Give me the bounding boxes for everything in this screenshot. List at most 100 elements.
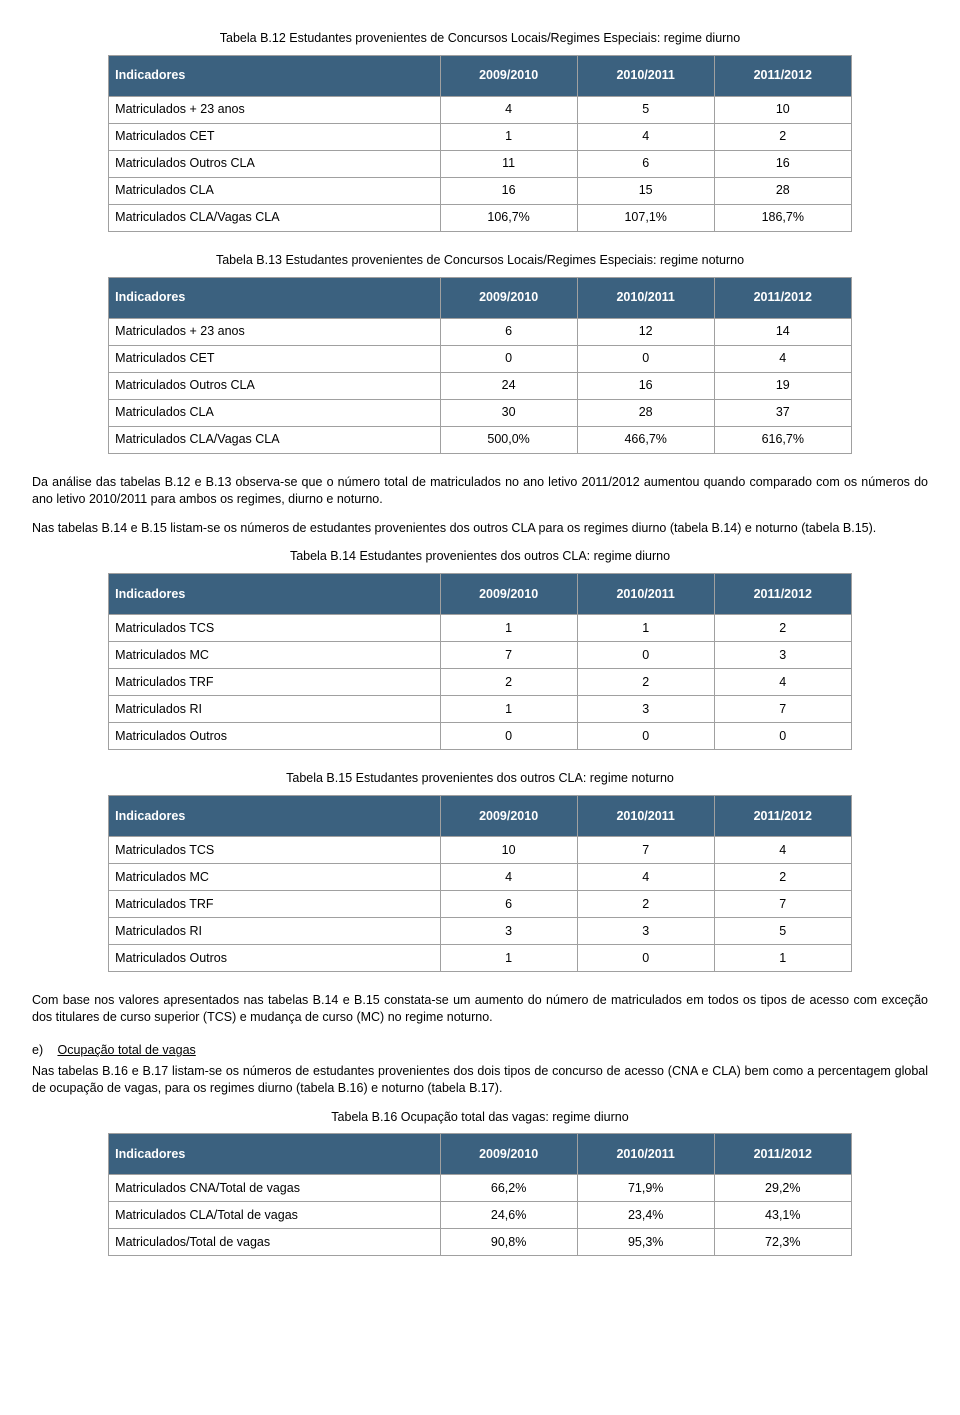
- row-label: Matriculados Outros CLA: [109, 372, 440, 399]
- data-cell: 6: [577, 150, 714, 177]
- data-cell: 10: [440, 837, 577, 864]
- row-label: Matriculados Outros: [109, 723, 440, 750]
- data-cell: 1: [440, 696, 577, 723]
- data-cell: 5: [714, 918, 851, 945]
- row-label: Matriculados Outros CLA: [109, 150, 440, 177]
- data-cell: 3: [577, 696, 714, 723]
- col-header-2009-2010: 2009/2010: [440, 277, 577, 318]
- data-cell: 0: [577, 345, 714, 372]
- table-row: Matriculados + 23 anos4510: [109, 96, 852, 123]
- col-header-indicadores: Indicadores: [109, 277, 440, 318]
- table-b12-body: Matriculados + 23 anos4510Matriculados C…: [109, 96, 852, 231]
- row-label: Matriculados CLA/Vagas CLA: [109, 204, 440, 231]
- table-row: Matriculados Outros CLA11616: [109, 150, 852, 177]
- data-cell: 1: [440, 123, 577, 150]
- col-header-2009-2010: 2009/2010: [440, 55, 577, 96]
- analysis-paragraph-1: Da análise das tabelas B.12 e B.13 obser…: [32, 474, 928, 508]
- data-cell: 4: [714, 837, 851, 864]
- data-cell: 4: [714, 345, 851, 372]
- table-b15-body: Matriculados TCS1074Matriculados MC442Ma…: [109, 837, 852, 972]
- table-b14-body: Matriculados TCS112Matriculados MC703Mat…: [109, 615, 852, 750]
- col-header-2010-2011: 2010/2011: [577, 1134, 714, 1175]
- section-e-marker: e): [32, 1042, 54, 1059]
- table-header-row: Indicadores 2009/2010 2010/2011 2011/201…: [109, 796, 852, 837]
- col-header-2010-2011: 2010/2011: [577, 277, 714, 318]
- col-header-indicadores: Indicadores: [109, 55, 440, 96]
- table-header-row: Indicadores 2009/2010 2010/2011 2011/201…: [109, 574, 852, 615]
- row-label: Matriculados TRF: [109, 891, 440, 918]
- table-row: Matriculados TCS1074: [109, 837, 852, 864]
- analysis-paragraph-4: Nas tabelas B.16 e B.17 listam-se os núm…: [32, 1063, 928, 1097]
- row-label: Matriculados CLA/Total de vagas: [109, 1202, 440, 1229]
- table-b15-caption: Tabela B.15 Estudantes provenientes dos …: [32, 770, 928, 787]
- row-label: Matriculados + 23 anos: [109, 318, 440, 345]
- data-cell: 12: [577, 318, 714, 345]
- data-cell: 1: [714, 945, 851, 972]
- data-cell: 186,7%: [714, 204, 851, 231]
- table-row: Matriculados CLA/Vagas CLA500,0%466,7%61…: [109, 426, 852, 453]
- table-row: Matriculados TCS112: [109, 615, 852, 642]
- data-cell: 3: [440, 918, 577, 945]
- table-row: Matriculados RI335: [109, 918, 852, 945]
- table-b14: Indicadores 2009/2010 2010/2011 2011/201…: [108, 573, 852, 750]
- col-header-2011-2012: 2011/2012: [714, 55, 851, 96]
- table-header-row: Indicadores 2009/2010 2010/2011 2011/201…: [109, 1134, 852, 1175]
- data-cell: 1: [440, 615, 577, 642]
- col-header-indicadores: Indicadores: [109, 1134, 440, 1175]
- table-row: Matriculados TRF224: [109, 669, 852, 696]
- row-label: Matriculados CLA: [109, 399, 440, 426]
- analysis-paragraph-2: Nas tabelas B.14 e B.15 listam-se os núm…: [32, 520, 928, 537]
- table-b13-body: Matriculados + 23 anos61214Matriculados …: [109, 318, 852, 453]
- table-row: Matriculados CET004: [109, 345, 852, 372]
- data-cell: 16: [577, 372, 714, 399]
- table-b16-body: Matriculados CNA/Total de vagas66,2%71,9…: [109, 1175, 852, 1256]
- table-row: Matriculados CNA/Total de vagas66,2%71,9…: [109, 1175, 852, 1202]
- data-cell: 95,3%: [577, 1229, 714, 1256]
- row-label: Matriculados + 23 anos: [109, 96, 440, 123]
- table-row: Matriculados CLA161528: [109, 177, 852, 204]
- data-cell: 24,6%: [440, 1202, 577, 1229]
- data-cell: 19: [714, 372, 851, 399]
- row-label: Matriculados TCS: [109, 615, 440, 642]
- row-label: Matriculados RI: [109, 918, 440, 945]
- data-cell: 7: [714, 891, 851, 918]
- table-b15: Indicadores 2009/2010 2010/2011 2011/201…: [108, 795, 852, 972]
- table-b14-caption: Tabela B.14 Estudantes provenientes dos …: [32, 548, 928, 565]
- data-cell: 71,9%: [577, 1175, 714, 1202]
- table-row: Matriculados MC442: [109, 864, 852, 891]
- data-cell: 23,4%: [577, 1202, 714, 1229]
- data-cell: 7: [440, 642, 577, 669]
- data-cell: 72,3%: [714, 1229, 851, 1256]
- data-cell: 43,1%: [714, 1202, 851, 1229]
- data-cell: 4: [440, 864, 577, 891]
- row-label: Matriculados CET: [109, 123, 440, 150]
- table-b12-caption: Tabela B.12 Estudantes provenientes de C…: [32, 30, 928, 47]
- data-cell: 2: [440, 669, 577, 696]
- col-header-2011-2012: 2011/2012: [714, 574, 851, 615]
- table-b13-caption: Tabela B.13 Estudantes provenientes de C…: [32, 252, 928, 269]
- data-cell: 7: [714, 696, 851, 723]
- table-row: Matriculados CLA302837: [109, 399, 852, 426]
- table-row: Matriculados Outros000: [109, 723, 852, 750]
- data-cell: 11: [440, 150, 577, 177]
- table-row: Matriculados CET142: [109, 123, 852, 150]
- col-header-2011-2012: 2011/2012: [714, 1134, 851, 1175]
- row-label: Matriculados RI: [109, 696, 440, 723]
- data-cell: 6: [440, 891, 577, 918]
- table-row: Matriculados CLA/Vagas CLA106,7%107,1%18…: [109, 204, 852, 231]
- data-cell: 6: [440, 318, 577, 345]
- data-cell: 5: [577, 96, 714, 123]
- table-row: Matriculados TRF627: [109, 891, 852, 918]
- data-cell: 1: [577, 615, 714, 642]
- data-cell: 28: [714, 177, 851, 204]
- table-b13: Indicadores 2009/2010 2010/2011 2011/201…: [108, 277, 852, 454]
- row-label: Matriculados TCS: [109, 837, 440, 864]
- row-label: Matriculados MC: [109, 864, 440, 891]
- data-cell: 0: [577, 723, 714, 750]
- data-cell: 616,7%: [714, 426, 851, 453]
- col-header-2010-2011: 2010/2011: [577, 796, 714, 837]
- col-header-2009-2010: 2009/2010: [440, 1134, 577, 1175]
- row-label: Matriculados CNA/Total de vagas: [109, 1175, 440, 1202]
- col-header-2009-2010: 2009/2010: [440, 796, 577, 837]
- data-cell: 2: [714, 123, 851, 150]
